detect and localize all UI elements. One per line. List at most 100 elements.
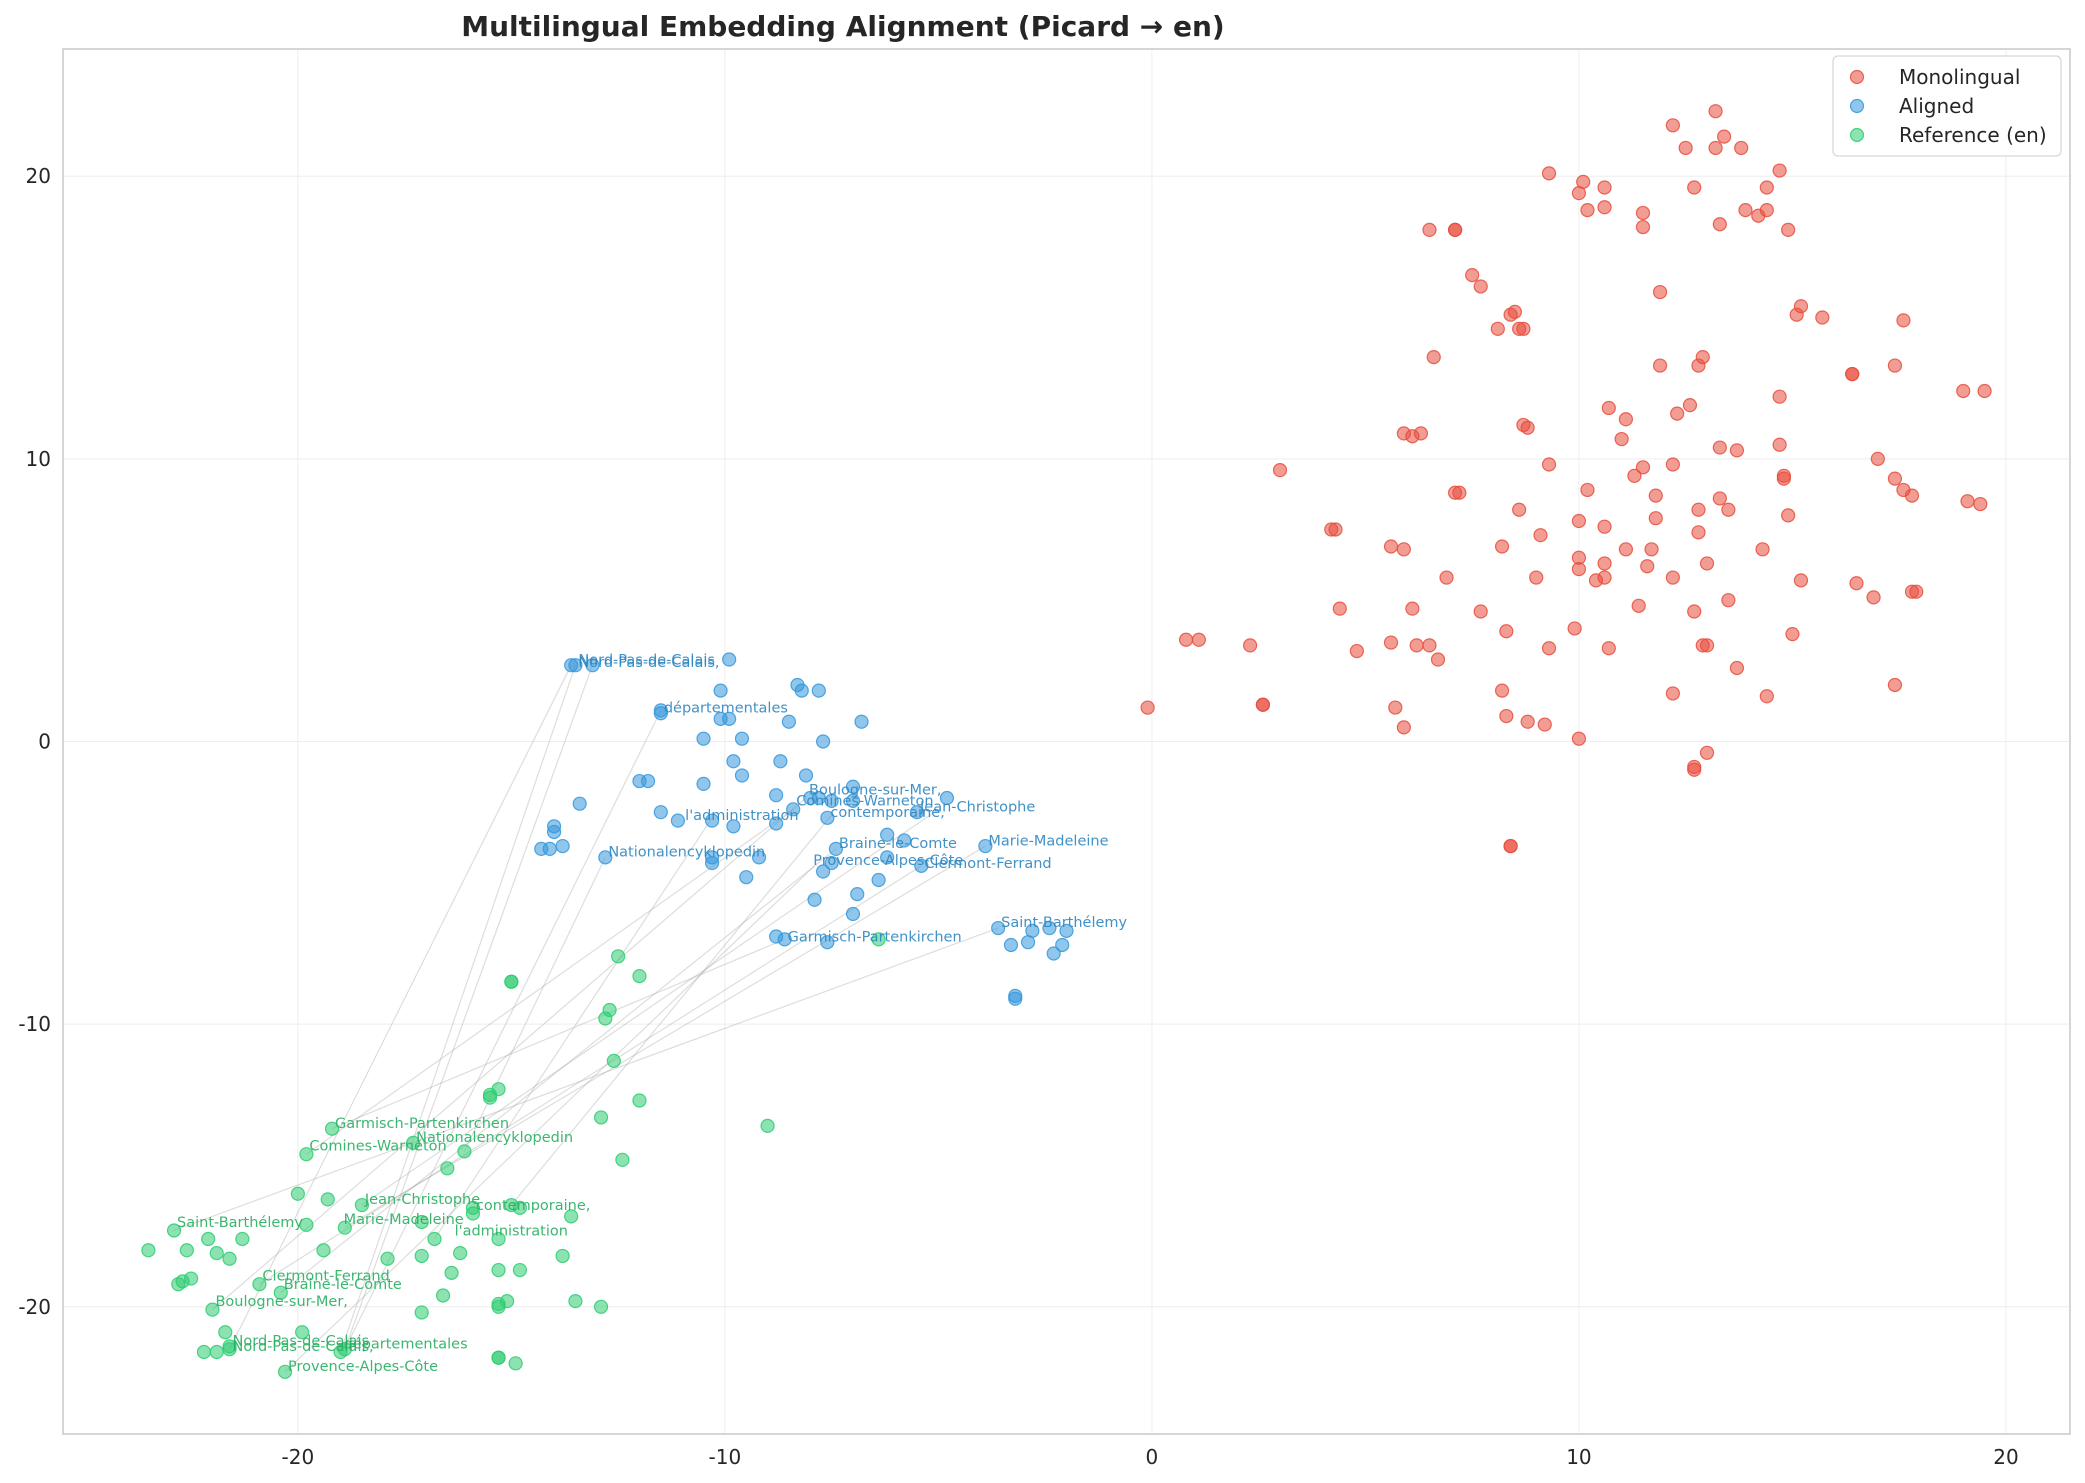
point-annotation: Provence-Alpes-Côte — [813, 853, 963, 869]
aligned-point — [786, 802, 801, 817]
aligned-point — [585, 658, 600, 673]
y-tick-label: -10 — [18, 1012, 51, 1036]
point-annotation: départementales — [664, 700, 788, 716]
monolingual-point — [1755, 542, 1770, 557]
aligned-point — [845, 793, 861, 808]
monolingual-point — [1652, 284, 1668, 300]
monolingual-point — [1815, 310, 1830, 325]
reference-en-point — [512, 1200, 528, 1215]
monolingual-point — [1708, 104, 1723, 119]
monolingual-point — [1904, 488, 1920, 503]
monolingual-point — [1648, 511, 1663, 526]
reference-en-point — [564, 1209, 579, 1224]
monolingual-point — [1665, 118, 1680, 133]
monolingual-point — [1388, 700, 1403, 715]
monolingual-point — [1759, 180, 1774, 195]
monolingual-point — [1499, 624, 1514, 639]
reference-en-point — [235, 1231, 250, 1247]
monolingual-point — [1541, 641, 1557, 656]
reference-en-point — [598, 1011, 613, 1026]
monolingual-point — [1473, 279, 1488, 294]
aligned-point — [722, 652, 737, 667]
reference-en-point — [512, 1262, 528, 1278]
monolingual-point — [1529, 570, 1544, 585]
reference-en-point — [252, 1277, 267, 1292]
monolingual-point — [1191, 632, 1206, 647]
monolingual-point — [1973, 496, 1988, 512]
monolingual-point — [1383, 635, 1399, 650]
reference-en-point — [201, 1231, 216, 1247]
reference-en-point — [295, 1325, 310, 1340]
monolingual-point — [1708, 140, 1723, 156]
reference-en-point — [299, 1147, 314, 1162]
monolingual-point — [1520, 714, 1535, 729]
reference-en-point — [380, 1251, 395, 1266]
monolingual-point — [1631, 598, 1646, 613]
monolingual-point — [1413, 426, 1429, 441]
monolingual-point — [1909, 584, 1924, 599]
point-annotation: Saint-Barthélemy — [177, 1215, 303, 1231]
monolingual-point — [1447, 222, 1463, 237]
point-annotation: Braine-le-Comte — [839, 836, 957, 852]
point-annotation: Marie-Madeleine — [344, 1212, 464, 1228]
monolingual-point — [1789, 307, 1804, 322]
aligned-point — [542, 841, 557, 857]
monolingual-point — [1430, 652, 1446, 667]
aligned-point — [696, 731, 711, 746]
legend-marker — [1849, 127, 1865, 143]
monolingual-point — [1665, 457, 1680, 472]
monolingual-point — [1541, 457, 1557, 472]
point-annotation: Nord-Pas-de-Calais, — [578, 655, 719, 671]
x-tick-label: -10 — [709, 1445, 742, 1469]
aligned-point — [815, 864, 831, 879]
alignment-link — [173, 927, 999, 1232]
aligned-point — [811, 683, 826, 698]
aligned-point — [781, 714, 797, 729]
aligned-point — [897, 833, 912, 848]
monolingual-point — [1729, 443, 1745, 458]
monolingual-point — [1866, 590, 1881, 605]
monolingual-point — [1601, 641, 1616, 656]
monolingual-point — [1793, 573, 1809, 588]
aligned-point — [798, 768, 814, 783]
reference-en-point — [222, 1251, 237, 1266]
monolingual-point — [1887, 358, 1903, 373]
monolingual-point — [1597, 180, 1612, 195]
point-annotation: Marie-Madeleine — [988, 833, 1108, 849]
aligned-point — [696, 776, 711, 791]
grid — [63, 49, 2070, 1434]
reference-en-point — [457, 1144, 472, 1159]
reference-en-point — [209, 1246, 224, 1261]
monolingual-point — [1870, 451, 1885, 466]
point-annotation: Nationalencyklopedin — [416, 1130, 573, 1146]
legend-marker — [1849, 98, 1865, 114]
monolingual-point — [1324, 522, 1339, 537]
point-annotation: Jean-Christophe — [919, 799, 1035, 815]
point-annotations: Nord-Pas-de-Calais,Nord-Pas-de-Calaisdép… — [177, 652, 1128, 1375]
reference-en-point — [504, 974, 519, 989]
monolingual-point — [1332, 601, 1347, 616]
aligned-point — [739, 870, 754, 885]
monolingual-point — [1533, 528, 1548, 543]
alignment-link — [280, 848, 837, 1294]
axis-ticks: -20 -10 0 10 20 20 10 0 -10 -20 — [18, 164, 2018, 1469]
reference-en-point — [171, 1277, 186, 1292]
monolingual-point — [1396, 542, 1411, 557]
monolingual-point — [1776, 471, 1791, 486]
monolingual-point — [1516, 321, 1531, 336]
legend-label: Aligned — [1899, 94, 1974, 118]
monolingual-point — [1537, 717, 1552, 732]
reference-en-point — [406, 1135, 421, 1150]
aligned-point — [845, 906, 861, 922]
reference-en-point — [277, 1364, 293, 1379]
monolingual-point — [1687, 180, 1702, 195]
aligned-point — [1003, 937, 1019, 953]
aligned-point — [726, 754, 741, 769]
monolingual-point — [1717, 129, 1732, 144]
monolingual-point — [1409, 638, 1424, 653]
reference-en-point — [273, 1285, 288, 1300]
legend-label: Reference (en) — [1899, 123, 2047, 147]
reference-en-point — [508, 1356, 523, 1371]
monolingual-point — [1383, 539, 1399, 554]
